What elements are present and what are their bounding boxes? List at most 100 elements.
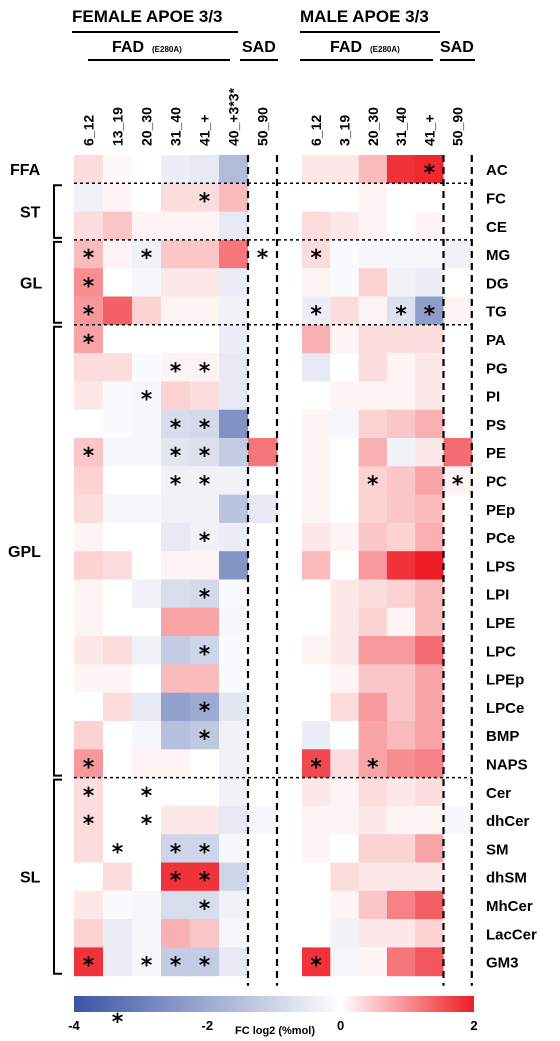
row-label: LPC [486,643,516,660]
heatmap-cell-male [358,268,388,297]
significance-star: * [170,416,182,441]
significance-star: * [310,303,322,328]
heatmap-cell-male [443,805,473,835]
heatmap-cell-female [248,494,278,524]
heatmap-cell-male [386,268,416,297]
heatmap-cell-female [219,947,249,977]
heatmap-cell-male [386,466,416,496]
heatmap-cell-female [190,494,220,524]
heatmap-cell-female [161,862,191,892]
row-label: NAPS [486,756,528,773]
column-label: 41_+ [421,114,437,146]
class-label: FFA [10,162,41,179]
heatmap-cell-female [132,211,162,241]
heatmap-cell-female [190,664,220,694]
row-label: PG [486,360,508,377]
heatmap-cell-male [302,353,331,382]
heatmap-cell-female [161,155,191,184]
heatmap-cell-male [330,890,360,920]
significance-star: * [141,784,153,809]
heatmap-cell-female [190,551,220,580]
heatmap-cell-male [330,438,360,467]
heatmap-cell-female [132,721,162,750]
heatmap-cell-male [415,692,444,722]
heatmap-cell-female [219,494,249,524]
heatmap-cell-male [443,890,473,920]
row-label: LPCe [486,700,524,717]
heatmap-cell-male [330,721,360,750]
heatmap-cell-male [386,947,416,977]
heatmap-cell-female [132,551,162,580]
heatmap-cell-female [132,777,162,807]
class-brackets: FFA ST GL GPL SL [8,162,62,975]
row-label: PI [486,389,500,406]
heatmap-cell-male [358,522,388,552]
heatmap-cell-male [443,239,473,269]
heatmap-cell-male [330,551,360,580]
heatmap-cell-male [386,324,416,354]
heatmap-cell-male [358,664,388,694]
heatmap-cell-male [443,749,473,779]
heatmap-cell-female [190,183,220,213]
heatmap-cell-male [443,522,473,552]
heatmap-cell-female [161,324,191,354]
heatmap-cell-male [386,862,416,892]
heatmap-cell-female [132,183,162,213]
heatmap-cell-female [103,890,133,920]
heatmap-cell-male [386,749,416,779]
heatmap-cell-male [330,466,360,496]
colorbar-tick-label: 0 [337,1018,344,1033]
heatmap-cell-female [248,522,278,552]
heatmap-cell-female [103,183,133,213]
heatmap-cell-female [248,579,278,609]
heatmap-cell-male [302,296,331,326]
heatmap-cell-female [190,268,220,297]
heatmap-cell-female [161,664,191,694]
heatmap-cell-male [443,353,473,382]
heatmap-cell-female [74,607,104,637]
heatmap-cell-female [248,919,278,948]
heatmap-cell-female [74,692,104,722]
heatmap-cell-female [103,805,133,835]
class-bracket [53,325,62,777]
heatmap-cell-male [415,296,444,326]
female-sad-label: SAD [242,39,276,56]
heatmap-cell-female [103,947,133,977]
heatmap-cell-male [302,890,331,920]
heatmap-cell-female [248,805,278,835]
heatmap-cell-male [386,239,416,269]
heatmap-cell-male [302,664,331,694]
heatmap-cell-male [330,324,360,354]
heatmap-cell-male [386,919,416,948]
heatmap-cell-female [103,777,133,807]
row-label: CE [486,219,507,236]
heatmap-cell-male [415,919,444,948]
heatmap-cell-male [330,664,360,694]
heatmap-cell-female [103,211,133,241]
significance-star: * [83,274,95,299]
heatmap-cell-female [161,239,191,269]
heatmap-cell-male [330,919,360,948]
significance-star: * [83,246,95,271]
heatmap-cell-female [248,353,278,382]
heatmap-cell-female [248,692,278,722]
heatmap-dividers [74,155,473,986]
heatmap-cell-male [443,607,473,637]
heatmap-cell-female [190,919,220,948]
heatmap-cell-female [74,324,104,354]
heatmap-cell-male [330,183,360,213]
heatmap-cell-male [358,692,388,722]
row-label: TG [486,304,507,321]
heatmap-cell-female [74,381,104,411]
significance-star: * [170,840,182,865]
heatmap-cell-female [74,353,104,382]
column-label: 31_40 [393,107,409,146]
heatmap-cell-female [161,692,191,722]
heatmap-cell-male [443,862,473,892]
heatmap-cell-male [386,721,416,750]
significance-star: * [199,840,211,865]
heatmap-cell-female [219,805,249,835]
heatmap-cell-male [358,890,388,920]
heatmap-cell-female [132,834,162,863]
heatmap-cell-male [443,777,473,807]
